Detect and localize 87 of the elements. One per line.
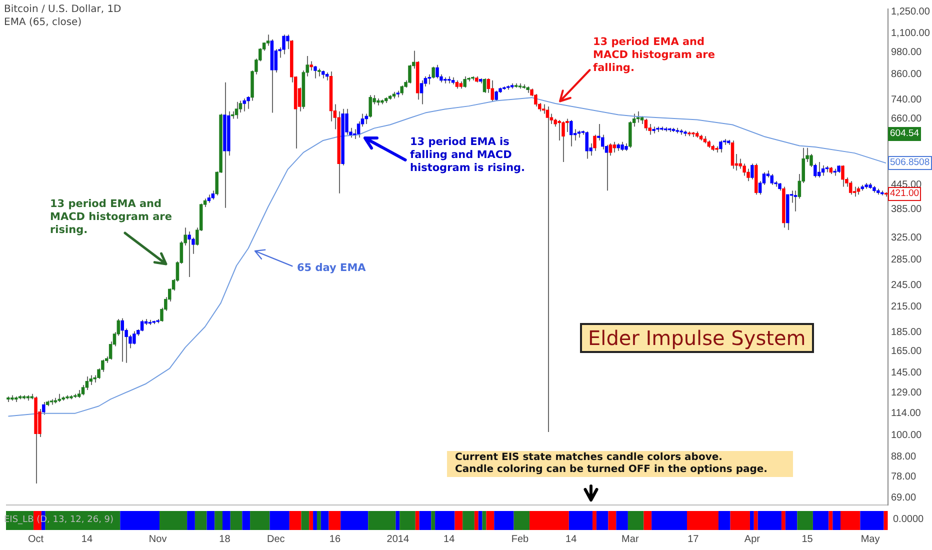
y-tick-label: 980.00: [891, 47, 922, 58]
y-tick-label: 245.00: [891, 280, 922, 291]
candlestick: [81, 384, 85, 396]
candlestick: [310, 60, 313, 72]
candlestick: [848, 180, 852, 196]
x-tick-label: 14: [444, 534, 456, 545]
candlestick: [132, 330, 136, 345]
candlestick: [436, 64, 439, 79]
annotation: 506.8508: [888, 156, 932, 170]
candlestick: [770, 173, 774, 186]
y-tick-label: 860.00: [891, 69, 922, 80]
candlestick: [266, 34, 270, 46]
y-tick-label: 69.00: [891, 492, 916, 504]
candlestick: [356, 120, 360, 138]
x-tick-label: 16: [329, 534, 341, 545]
candlestick: [234, 101, 238, 120]
annotation: 604.54: [888, 126, 922, 140]
candlestick: [593, 134, 596, 152]
candlestick: [794, 190, 798, 212]
x-tick-label: Mar: [622, 534, 640, 545]
candlestick: [719, 140, 722, 153]
candlestick: [85, 376, 89, 391]
x-tick-label: May: [860, 534, 880, 545]
candlestick: [482, 78, 486, 94]
x-tick-label: Dec: [267, 534, 285, 545]
candlestick: [562, 120, 565, 163]
y-tick-label: 740.00: [891, 94, 922, 106]
candlestick: [420, 80, 424, 105]
y-tick-label: 129.00: [891, 387, 922, 398]
x-tick-label: 14: [566, 534, 578, 545]
annotation: 13 period EMA is falling and MACD histogram is rising.: [410, 136, 526, 175]
y-tick-label: 325.00: [891, 232, 922, 244]
x-tick-label: 14: [81, 534, 93, 545]
y-tick-label: 1,250.00: [891, 6, 930, 18]
y-tick-label: 285.00: [891, 254, 922, 266]
y-tick-label: 88.00: [891, 451, 916, 462]
text: 0.0000: [893, 514, 924, 525]
chart-title: Bitcoin / U.S. Dollar, 1D: [4, 3, 122, 16]
annotation: 65 day EMA: [297, 262, 366, 275]
y-tick-label: 100.00: [891, 430, 922, 442]
candlestick: [120, 318, 124, 362]
annotation: 421.00: [888, 187, 922, 202]
candlestick: [188, 231, 191, 278]
candlestick: [644, 118, 648, 132]
candlestick: [730, 140, 734, 170]
candlestick: [490, 80, 494, 102]
y-tick-label: 185.00: [891, 326, 922, 338]
x-tick-label: 17: [688, 534, 700, 545]
x-tick-label: Nov: [148, 534, 167, 545]
candlestick: [750, 163, 754, 180]
candlestick: [242, 98, 246, 112]
candlestick: [286, 34, 290, 50]
x-tick-label: Apr: [744, 534, 761, 545]
candlestick: [542, 104, 546, 114]
candlestick: [742, 163, 746, 176]
y-tick-label: 1,100.00: [891, 28, 930, 39]
y-tick-label: 385.00: [891, 204, 922, 215]
y-tick-label: 114.00: [891, 408, 922, 420]
candlestick: [140, 319, 144, 332]
text: EMA (65, close): [4, 16, 82, 29]
x-tick-label: 2014: [386, 534, 410, 545]
candlestick: [282, 34, 286, 55]
candlestick: [408, 64, 412, 84]
candlestick: [636, 110, 640, 124]
candlestick: [569, 120, 573, 147]
x-tick-label: Oct: [28, 534, 44, 545]
y-tick-label: 215.00: [891, 302, 922, 313]
annotation: 13 period EMA and MACD histogram are falling.: [593, 36, 716, 75]
x-tick-label: 18: [219, 534, 231, 545]
candlestick: [738, 158, 742, 170]
candlestick: [314, 65, 317, 79]
y-tick-label: 660.00: [891, 114, 922, 125]
candlestick: [463, 76, 466, 88]
candlestick: [648, 123, 652, 136]
y-tick-label: 165.00: [891, 346, 922, 358]
annotation: 13 period EMA and MACD histogram are rising.: [50, 198, 173, 237]
x-tick-label: Feb: [511, 534, 530, 545]
candlestick: [246, 96, 250, 110]
candlestick: [585, 130, 588, 160]
candlestick: [558, 120, 561, 141]
y-tick-label: 145.00: [891, 368, 922, 379]
candlestick: [852, 186, 856, 198]
y-tick-label: 78.00: [891, 472, 916, 483]
candlestick: [400, 84, 404, 96]
x-tick-label: 15: [802, 534, 814, 545]
candlestick: [841, 164, 844, 188]
candlestick: [546, 106, 550, 432]
